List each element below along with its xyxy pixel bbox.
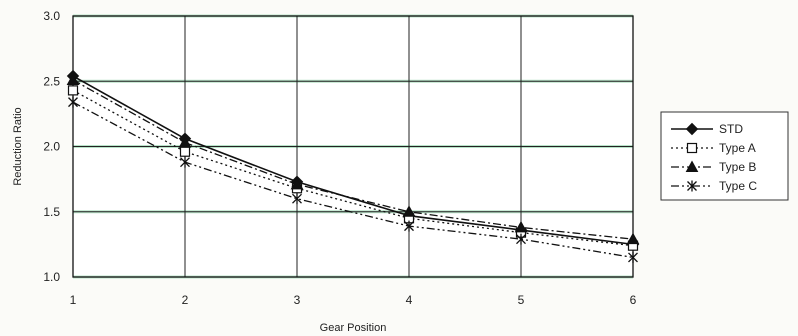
data-point-type-a: [67, 85, 79, 96]
y-tick-label: 1.5: [43, 205, 60, 219]
data-point-type-c: [180, 156, 190, 168]
y-tick-label: 2.5: [43, 74, 60, 88]
legend-box: [660, 111, 789, 201]
y-tick-label: 1.0: [43, 270, 60, 284]
series-lines: [66, 69, 640, 263]
y-tick-label: 3.0: [43, 9, 60, 23]
x-tick-label: 2: [182, 293, 189, 307]
x-tick-label: 1: [70, 293, 77, 307]
legend-marker-std: [685, 122, 699, 136]
series-line-type-c: [72, 101, 634, 259]
data-point-type-b: [626, 232, 640, 245]
plot-frame: [72, 15, 634, 278]
legend: STD Type A Type B Type C: [660, 111, 789, 201]
legend-label-type-a: Type A: [719, 141, 756, 155]
x-tick-label: 4: [406, 293, 413, 307]
x-tick-label: 5: [518, 293, 525, 307]
x-axis-title: Gear Position: [320, 322, 387, 334]
data-point-type-b: [290, 177, 304, 190]
legend-marker-type-c: [687, 180, 697, 192]
y-axis-title: Reduction Ratio: [12, 107, 24, 185]
legend-label-type-c: Type C: [719, 179, 757, 193]
data-point-type-c: [292, 193, 302, 205]
x-tick-label: 3: [294, 293, 301, 307]
data-point-type-c: [516, 233, 526, 245]
data-point-type-b: [514, 220, 528, 233]
data-point-type-b: [178, 136, 192, 148]
data-point-type-c: [628, 251, 638, 263]
data-point-type-c: [404, 220, 414, 232]
data-point-type-b: [66, 73, 80, 85]
series-line-type-a: [72, 89, 634, 247]
data-point-type-a: [179, 146, 191, 157]
legend-marker-type-b: [685, 160, 699, 172]
legend-label-std: STD: [719, 122, 743, 136]
x-tick-label: 6: [630, 293, 637, 307]
legend-marker-type-a: [686, 142, 698, 154]
x-axis-ticks: 1 2 3 4 5 6: [70, 293, 637, 307]
legend-label-type-b: Type B: [719, 160, 756, 174]
series-line-type-b: [72, 79, 634, 240]
y-tick-label: 2.0: [43, 140, 60, 154]
data-point-type-b: [402, 205, 416, 217]
data-point-type-c: [68, 96, 78, 108]
y-axis-ticks: 3.0 2.5 2.0 1.5 1.0: [43, 9, 60, 284]
